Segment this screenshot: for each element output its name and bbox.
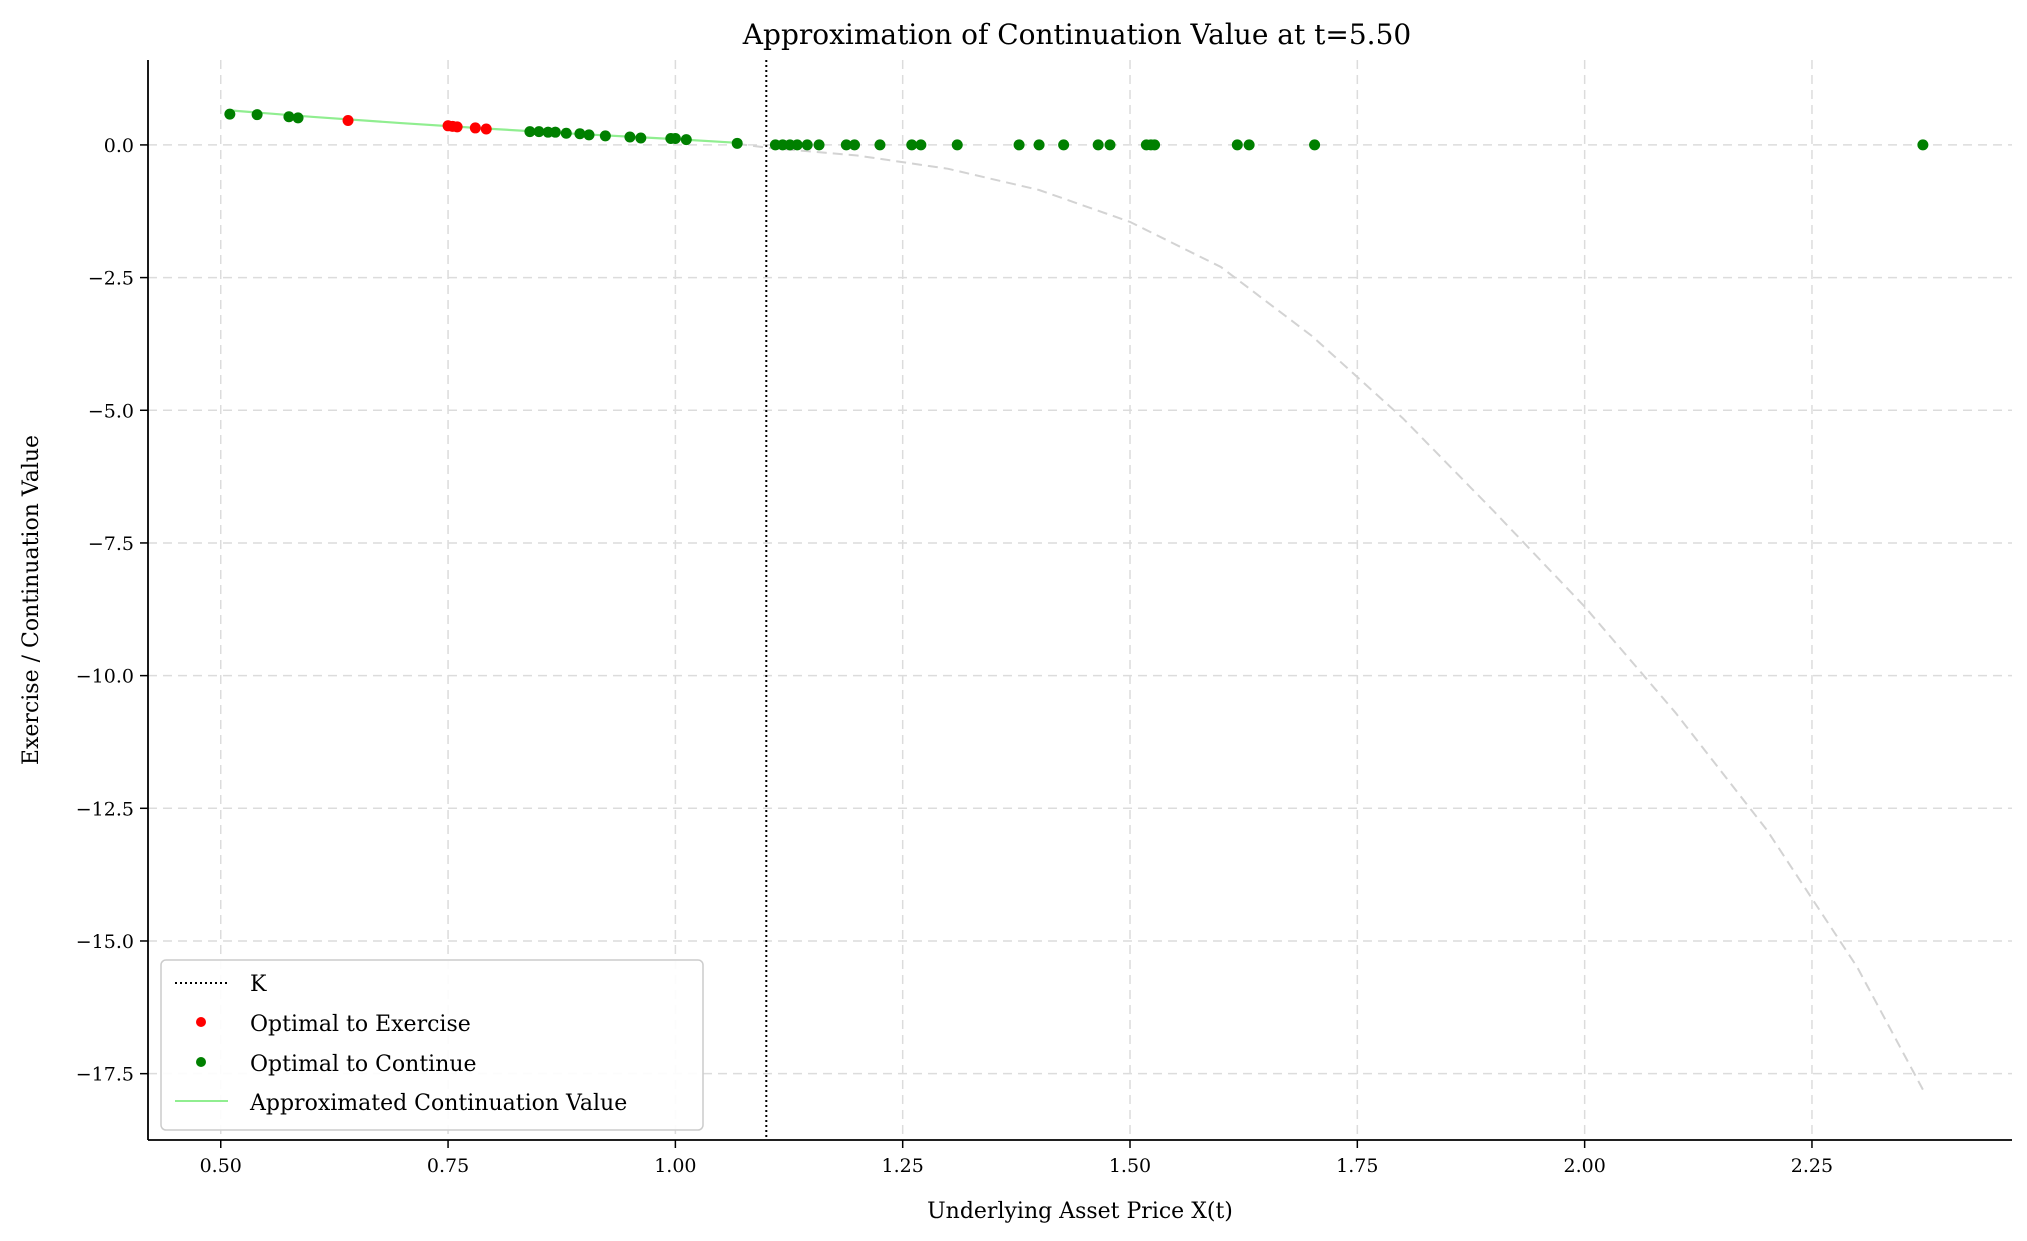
y-tick-label: −12.5	[76, 798, 134, 820]
continue-point	[1149, 139, 1161, 151]
continue-point	[283, 111, 295, 123]
legend-label-continue: Optimal to Continue	[250, 1052, 477, 1077]
continue-point	[731, 137, 743, 149]
x-tick-label: 1.50	[1109, 1155, 1151, 1177]
exercise-point	[451, 121, 463, 133]
y-ticks: 0.0 −2.5 −5.0 −7.5 −10.0 −12.5 −15.0 −17.5	[76, 135, 148, 1086]
x-tick-label: 2.25	[1791, 1155, 1833, 1177]
x-tick-label: 1.75	[1336, 1155, 1378, 1177]
continue-point	[224, 108, 236, 120]
exercise-point	[342, 115, 354, 127]
continue-point	[549, 126, 561, 138]
continue-point	[292, 112, 304, 124]
grid	[148, 60, 2012, 1140]
continue-point	[583, 129, 595, 141]
continue-point	[251, 109, 263, 121]
continue-point	[1309, 139, 1321, 151]
legend-label-approx: Approximated Continuation Value	[249, 1091, 627, 1116]
continue-point	[1033, 139, 1045, 151]
y-tick-label: −2.5	[88, 268, 134, 290]
continue-point	[874, 139, 886, 151]
legend: K Optimal to Exercise Optimal to Continu…	[160, 959, 704, 1131]
continue-point	[801, 139, 813, 151]
y-tick-label: 0.0	[104, 135, 134, 157]
y-axis-label: Exercise / Continuation Value	[19, 435, 44, 765]
continue-point	[951, 139, 963, 151]
x-tick-label: 2.00	[1563, 1155, 1605, 1177]
continue-point	[1917, 139, 1929, 151]
continue-point	[624, 131, 636, 143]
dashed-continuation-curve	[737, 142, 1924, 1091]
axes	[147, 60, 2012, 1141]
x-ticks: 0.50 0.75 1.00 1.25 1.50 1.75 2.00 2.25	[200, 1140, 1833, 1177]
y-tick-label: −17.5	[76, 1064, 134, 1086]
x-tick-label: 0.75	[427, 1155, 469, 1177]
continue-point	[840, 139, 852, 151]
continue-point	[524, 126, 536, 138]
x-tick-label: 1.00	[654, 1155, 696, 1177]
plot-area	[224, 60, 1929, 1140]
y-tick-label: −15.0	[76, 931, 134, 953]
continue-point	[1104, 139, 1116, 151]
continue-point	[1092, 139, 1104, 151]
continue-point	[849, 139, 861, 151]
x-axis-label: Underlying Asset Price X(t)	[927, 1199, 1233, 1224]
exercise-point	[480, 123, 492, 135]
continue-point	[574, 128, 586, 140]
continue-point	[533, 126, 545, 138]
continue-point	[1058, 139, 1070, 151]
continue-point	[1243, 139, 1255, 151]
x-tick-label: 0.50	[200, 1155, 242, 1177]
y-tick-label: −10.0	[76, 666, 134, 688]
chart-title: Approximation of Continuation Value at t…	[742, 18, 1411, 51]
legend-marker-continue	[196, 1057, 206, 1067]
continue-point	[791, 139, 803, 151]
legend-marker-exercise	[196, 1017, 206, 1027]
legend-label-exercise: Optimal to Exercise	[250, 1012, 471, 1037]
continue-point	[680, 134, 692, 146]
continue-point	[1231, 139, 1243, 151]
y-tick-label: −7.5	[88, 533, 134, 555]
continue-point	[813, 139, 825, 151]
continue-point	[669, 133, 681, 145]
legend-label-k: K	[250, 972, 267, 997]
continue-point	[599, 130, 611, 142]
continue-point	[560, 127, 572, 139]
continue-point	[906, 139, 918, 151]
legend-box	[160, 959, 704, 1131]
continue-point	[915, 139, 927, 151]
continue-point	[635, 132, 647, 144]
exercise-point	[469, 122, 481, 134]
x-tick-label: 1.25	[882, 1155, 924, 1177]
y-tick-label: −5.0	[88, 400, 134, 422]
continue-point	[1013, 139, 1025, 151]
